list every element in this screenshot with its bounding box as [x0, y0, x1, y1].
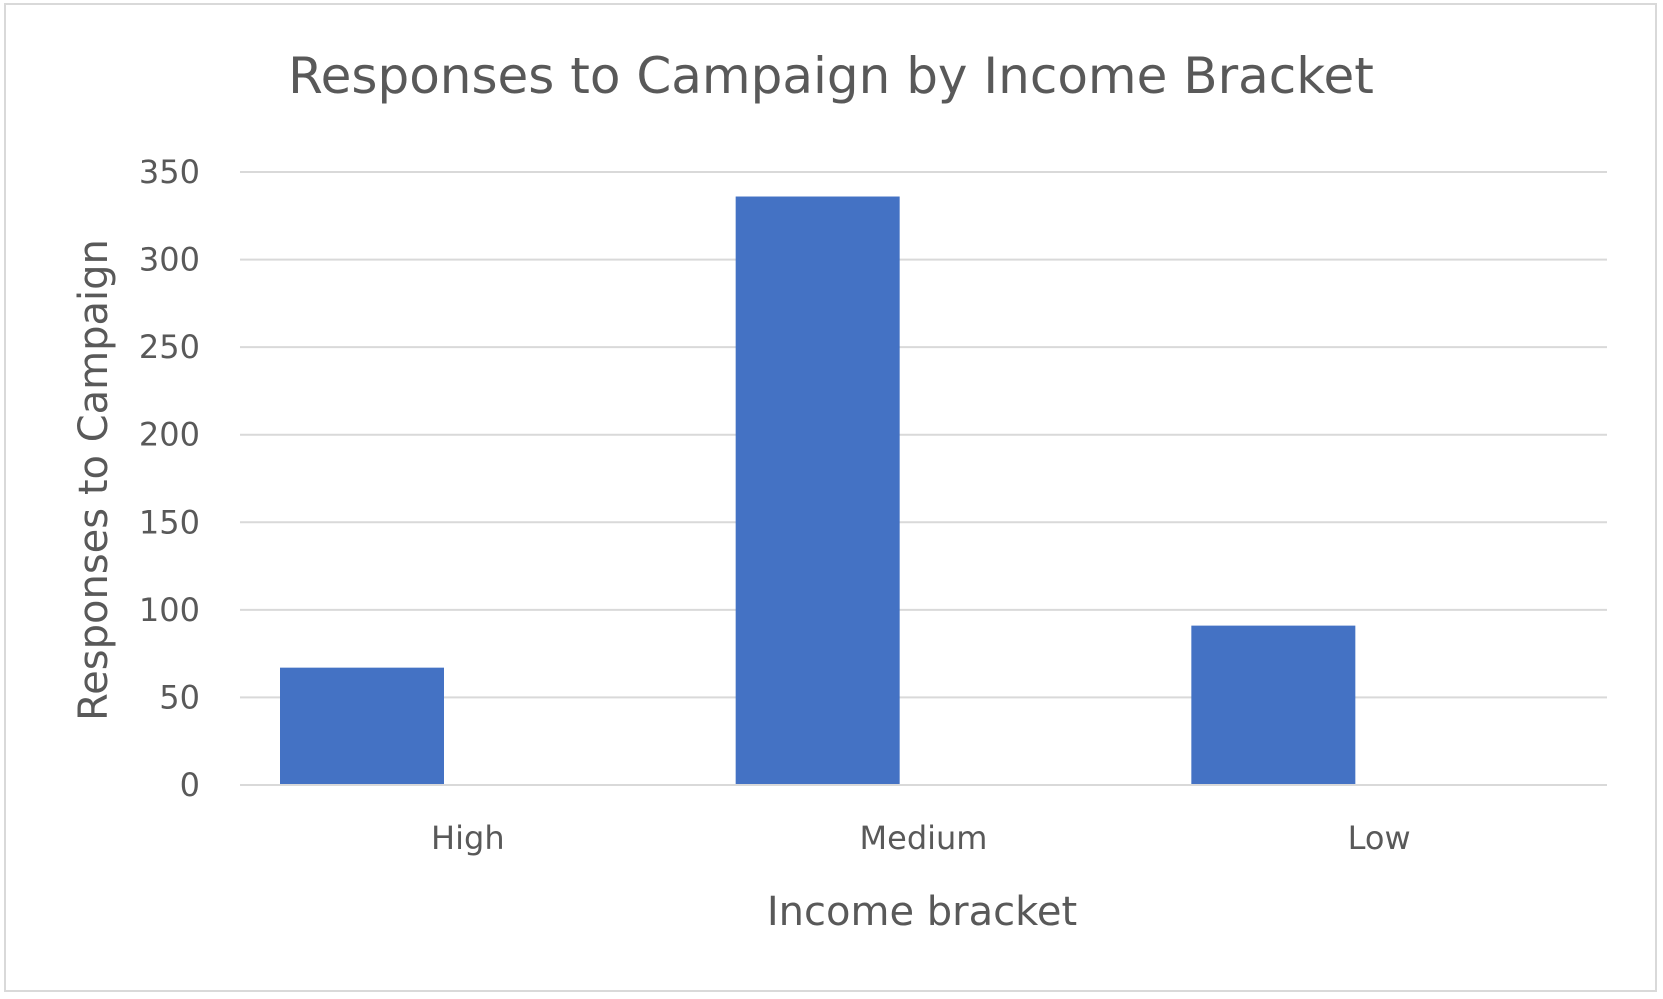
y-axis-ticks: 0 50 100 150 200 250 300 350 — [139, 153, 200, 804]
y-tick-label: 0 — [180, 766, 200, 804]
y-tick-label: 300 — [139, 241, 200, 279]
y-tick-label: 100 — [139, 591, 200, 629]
y-tick-label: 350 — [139, 153, 200, 191]
x-tick-label: Medium — [860, 819, 988, 857]
y-tick-label: 200 — [139, 416, 200, 454]
x-axis-ticks: High Medium Low — [431, 819, 1411, 857]
y-axis-title: Responses to Campaign — [71, 239, 117, 721]
bar-low — [1191, 625, 1356, 785]
y-tick-label: 150 — [139, 503, 200, 541]
x-tick-label: High — [431, 819, 505, 857]
bar-high — [280, 667, 444, 785]
x-axis-title: Income bracket — [767, 889, 1077, 935]
bar-medium — [735, 196, 900, 785]
chart-title: Responses to Campaign by Income Bracket — [288, 47, 1374, 105]
bars — [280, 196, 1356, 785]
y-tick-label: 250 — [139, 328, 200, 366]
x-tick-label: Low — [1348, 819, 1411, 857]
gridlines — [240, 171, 1607, 699]
y-tick-label: 50 — [159, 678, 200, 716]
